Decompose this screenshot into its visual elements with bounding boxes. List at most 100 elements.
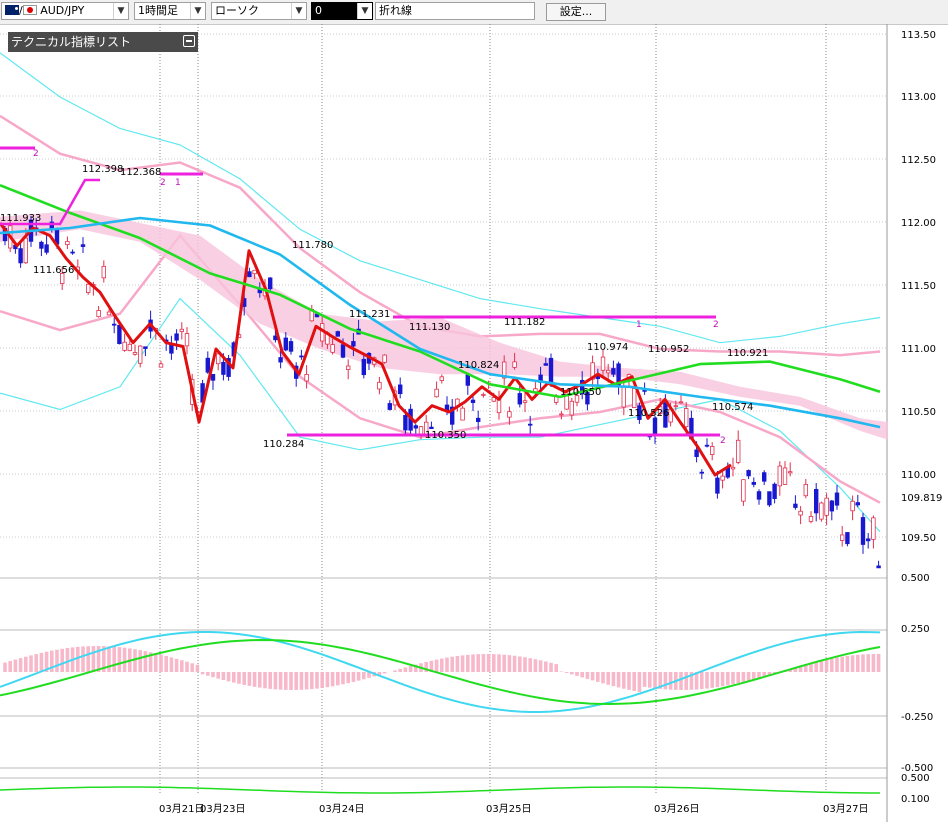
- macd-histogram-bar: [44, 651, 49, 672]
- macd-tick-label: 0.500: [901, 573, 930, 584]
- macd-histogram-bar: [242, 672, 246, 685]
- macd-histogram-bar: [351, 672, 356, 682]
- macd-histogram-bar: [694, 672, 699, 690]
- candle-body: [528, 423, 533, 426]
- macd-histogram-bar: [289, 672, 293, 690]
- price-annotation: 111.182: [504, 317, 545, 328]
- line-mode-field[interactable]: 折れ線: [375, 2, 535, 20]
- macd-histogram-bar: [830, 658, 834, 672]
- macd-histogram-bar: [596, 672, 600, 682]
- price-annotation: 110.526: [628, 408, 669, 419]
- bottom-indicator-line: [0, 786, 880, 794]
- candle-body: [850, 500, 855, 512]
- macd-histogram-bar: [429, 660, 434, 672]
- chevron-down-icon[interactable]: ▼: [357, 3, 372, 19]
- symbol-select[interactable]: / AUD/JPY ▼: [1, 2, 129, 20]
- macd-histogram-bar: [518, 656, 522, 672]
- chevron-down-icon[interactable]: ▼: [113, 3, 128, 19]
- interval-select[interactable]: 1時間足 ▼: [134, 2, 206, 20]
- price-tick-label: 112.50: [901, 155, 936, 166]
- macd-histogram-bar: [55, 649, 59, 672]
- macd-histogram-bar: [336, 672, 340, 686]
- macd-histogram-bar: [637, 672, 642, 692]
- candle-body: [86, 283, 91, 293]
- macd-histogram-bar: [741, 672, 746, 682]
- macd-histogram-bar: [616, 672, 621, 688]
- macd-histogram-bar: [819, 660, 824, 672]
- macd-histogram-bar: [315, 672, 319, 689]
- macd-histogram-bar: [590, 672, 595, 681]
- date-label: 03月21日: [159, 803, 204, 815]
- candle-body: [132, 352, 138, 355]
- candle-body: [335, 331, 340, 337]
- macd-histogram-bar: [356, 672, 361, 681]
- macd-histogram-bar: [50, 650, 54, 672]
- candle-body: [439, 376, 444, 381]
- candle-body: [413, 425, 418, 429]
- macd-histogram-bar: [507, 655, 512, 672]
- macd-histogram-bar: [731, 672, 735, 685]
- candle-body: [522, 400, 528, 403]
- price-annotation: 110.284: [263, 439, 304, 450]
- macd-histogram-bar: [512, 655, 517, 672]
- macd-histogram-bar: [169, 657, 174, 672]
- date-label: 03月26日: [654, 803, 699, 815]
- chevron-down-icon[interactable]: ▼: [291, 3, 306, 19]
- macd-histogram-bar: [81, 646, 85, 672]
- macd-histogram-bar: [247, 672, 252, 686]
- macd-histogram-bar: [284, 672, 288, 690]
- indicator-lines: 22 11 22: [0, 146, 881, 477]
- candle-body: [169, 344, 174, 354]
- macd-histogram-bar: [107, 646, 111, 672]
- settings-button[interactable]: 設定...: [546, 3, 606, 21]
- price-annotation: 111.656: [33, 265, 74, 276]
- macd-histogram-bar: [76, 646, 80, 672]
- candle-body: [205, 357, 210, 373]
- indicator-list-panel[interactable]: テクニカル指標リスト: [8, 32, 198, 52]
- candle-body: [684, 408, 689, 428]
- candle-body: [481, 393, 486, 396]
- marker-label: 2: [713, 320, 719, 330]
- macd-histogram-bar: [8, 661, 12, 672]
- candle-body: [137, 345, 143, 364]
- candle-body: [252, 269, 257, 275]
- macd-histogram-bar: [632, 672, 636, 691]
- chart-type-select[interactable]: ローソク ▼: [211, 2, 307, 20]
- candle-body: [834, 492, 840, 506]
- overlay-select[interactable]: 0 ▼: [311, 2, 373, 20]
- candle-body: [475, 417, 481, 422]
- candle-body: [122, 341, 127, 351]
- macd-histogram-bar: [575, 672, 579, 676]
- candle-body: [184, 333, 190, 347]
- candle-body: [434, 388, 439, 398]
- candle-body: [845, 532, 850, 545]
- price-annotation: 111.231: [349, 309, 390, 320]
- chevron-down-icon[interactable]: ▼: [190, 3, 205, 19]
- macd-histogram-bar: [601, 672, 605, 684]
- candle-body: [470, 399, 476, 403]
- macd-histogram-bar: [382, 672, 387, 674]
- candle-body: [855, 502, 860, 506]
- macd-histogram-bar: [263, 672, 267, 689]
- macd-histogram-bar: [570, 672, 574, 675]
- macd-histogram-bar: [24, 656, 28, 672]
- price-chart[interactable]: 22 11 22 112.398112.368111.933111.656111.7…: [0, 24, 948, 822]
- macd-histogram-bar: [190, 663, 194, 672]
- candle-body: [866, 538, 871, 542]
- macd-histogram-bar: [492, 654, 496, 672]
- candle-body: [652, 417, 658, 435]
- candle-body: [174, 333, 179, 341]
- macd-histogram-bar: [611, 672, 616, 687]
- macd-histogram-bar: [434, 659, 439, 672]
- marker-label: 2: [720, 436, 726, 446]
- red-line: [0, 222, 732, 477]
- minimize-icon[interactable]: [183, 35, 195, 47]
- macd-histogram-bar: [726, 672, 730, 686]
- macd-histogram-bar: [549, 662, 553, 672]
- candle-body: [397, 384, 403, 395]
- price-annotation: 110.824: [458, 360, 499, 371]
- price-annotation: 110.650: [560, 387, 601, 398]
- macd-histogram-bar: [689, 672, 694, 690]
- macd-histogram-bar: [304, 672, 309, 690]
- macd-histogram-bar: [299, 672, 304, 690]
